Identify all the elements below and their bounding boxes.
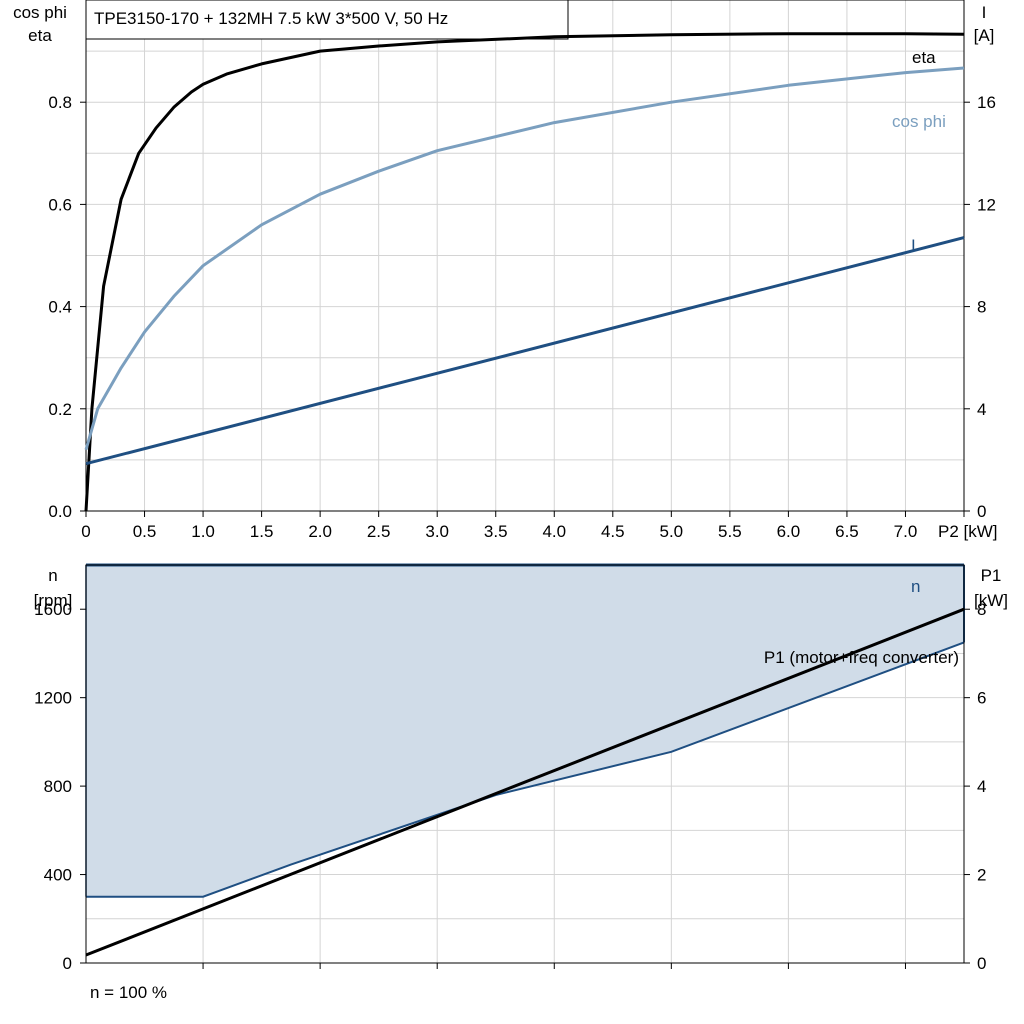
top-x-tick-label: 1.5 (250, 522, 274, 541)
series-label-cos-phi: cos phi (892, 112, 946, 131)
bottom-right-tick-label: 2 (977, 866, 986, 885)
bottom-right-tick-label: 4 (977, 777, 986, 796)
top-x-tick-label: 6.0 (777, 522, 801, 541)
top-x-tick-label: 4.0 (542, 522, 566, 541)
top-x-tick-label: 7.0 (894, 522, 918, 541)
top-x-tick-label: 4.5 (601, 522, 625, 541)
series-label-eta: eta (912, 48, 936, 67)
top-right-tick-label: 4 (977, 400, 986, 419)
bottom-left-tick-label: 0 (63, 954, 72, 973)
top-right-tick-label: 0 (977, 502, 986, 521)
top-left-axis-label-line2: eta (28, 26, 52, 45)
top-x-tick-label: 0.5 (133, 522, 157, 541)
series-label-n: n (911, 577, 920, 596)
top-right-axis-label-line2: [A] (974, 26, 995, 45)
bottom-left-tick-label: 400 (44, 866, 72, 885)
top-right-tick-label: 16 (977, 93, 996, 112)
bottom-chart-frame (85, 564, 965, 964)
top-x-tick-label: 2.5 (367, 522, 391, 541)
series-line-eta (84, 32, 965, 512)
top-x-tick-label: 5.0 (660, 522, 684, 541)
bottom-right-tick-label: 6 (977, 689, 986, 708)
bottom-left-tick-label: 1200 (34, 689, 72, 708)
bottom-left-tick-labels: 0 400 800 1200 1600 (34, 600, 86, 973)
top-left-tick-label: 0.0 (48, 502, 72, 521)
top-left-axis-label-line1: cos phi (13, 3, 67, 22)
bottom-right-axis-label-line2: [kW] (974, 591, 1008, 610)
top-x-tick-label: 6.5 (835, 522, 859, 541)
series-line-n-min (86, 641, 965, 898)
top-x-tick-label: 5.5 (718, 522, 742, 541)
top-right-tick-labels: 0 4 8 12 16 (964, 93, 996, 521)
top-x-tick-label: P2 [kW] (938, 522, 998, 541)
bottom-right-axis-label-line1: P1 (981, 566, 1002, 585)
series-label-p1: P1 (motor+freq converter) (764, 648, 959, 667)
top-right-tick-label: 8 (977, 298, 986, 317)
footer-note: n = 100 % (90, 983, 167, 1002)
top-left-tick-label: 0.8 (48, 93, 72, 112)
chart-title-box (85, 0, 569, 40)
top-left-tick-label: 0.6 (48, 195, 72, 214)
chart-title: TPE3150-170 + 132MH 7.5 kW 3*500 V, 50 H… (94, 9, 448, 28)
top-x-tick-labels: 0 0.5 1.0 1.5 2.0 2.5 3.0 3.5 4.0 4.5 5.0 5.5 6.0 6.5… (81, 511, 998, 541)
series-line-p1 (85, 607, 965, 957)
bottom-right-tick-labels: 0 2 4 6 8 (202, 600, 986, 973)
top-left-tick-label: 0.4 (48, 298, 72, 317)
bottom-left-tick-label: 800 (44, 777, 72, 796)
bottom-left-axis-label-line1: n (48, 566, 57, 585)
n-operating-band (86, 565, 964, 897)
top-left-tick-label: 0.2 (48, 400, 72, 419)
top-right-axis-label-line1: I (982, 3, 987, 22)
series-label-current: I (911, 236, 916, 255)
series-line-cos-phi (84, 66, 965, 451)
bottom-right-tick-label: 0 (977, 954, 986, 973)
bottom-left-tick-label: 1600 (34, 600, 72, 619)
top-left-tick-labels: 0.0 0.2 0.4 0.6 0.8 (48, 93, 86, 521)
series-line-I (85, 236, 965, 466)
top-right-tick-label: 12 (977, 195, 996, 214)
top-x-tick-label: 3.0 (425, 522, 449, 541)
top-chart-series (84, 32, 965, 512)
top-x-tick-label: 3.5 (484, 522, 508, 541)
bottom-right-tick-label: 8 (977, 600, 986, 619)
top-x-tick-label: 1.0 (191, 522, 215, 541)
top-x-tick-label: 0 (81, 522, 90, 541)
top-x-tick-label: 2.0 (308, 522, 332, 541)
top-chart-frame (85, 0, 965, 512)
bottom-left-axis-label-line2: [rpm] (34, 591, 73, 610)
bottom-chart-series (85, 563, 965, 957)
